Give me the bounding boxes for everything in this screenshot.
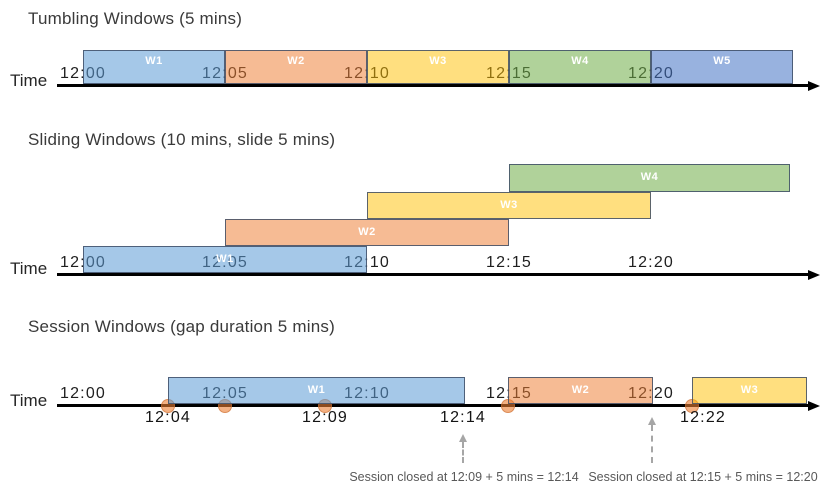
session-close-arrow <box>648 417 656 463</box>
session-time-axis-label: Time <box>10 391 48 410</box>
window-box: W2 <box>225 219 509 246</box>
window-label: W2 <box>287 55 305 67</box>
time-axis-arrowhead <box>808 80 820 91</box>
window-box: W2 <box>225 50 367 84</box>
time-axis <box>57 84 808 87</box>
session-close-arrow <box>459 434 467 463</box>
sliding-section-title: Sliding Windows (10 mins, slide 5 mins) <box>28 130 336 149</box>
tumbling-section-title: Tumbling Windows (5 mins) <box>28 9 243 28</box>
time-tick-label: 12:00 <box>59 385 107 402</box>
time-axis <box>57 404 808 407</box>
time-tick-label: 12:20 <box>627 254 675 271</box>
session-close-annotation: Session closed at 12:09 + 5 mins = 12:14 <box>349 470 579 484</box>
window-box: W4 <box>509 164 790 192</box>
window-label: W4 <box>571 55 589 67</box>
window-label: W4 <box>640 171 659 183</box>
window-box: W4 <box>509 50 651 84</box>
time-axis-arrowhead <box>808 400 820 411</box>
window-box: W1 <box>83 50 225 84</box>
window-box: W5 <box>651 50 793 84</box>
event-time-label: 12:22 <box>679 409 727 426</box>
window-label: W1 <box>216 252 234 265</box>
window-label: W2 <box>571 383 590 396</box>
window-box: W3 <box>692 377 807 404</box>
event-time-label: 12:04 <box>144 409 192 426</box>
window-box: W2 <box>508 377 653 404</box>
window-box: W1 <box>168 377 465 404</box>
session-section-title: Session Windows (gap duration 5 mins) <box>28 317 335 336</box>
dashed-line <box>462 442 464 463</box>
window-label: W1 <box>145 55 163 67</box>
time-axis-arrowhead <box>808 269 820 280</box>
arrowhead-up-icon <box>648 417 656 425</box>
window-box: W3 <box>367 50 509 84</box>
event-time-label: 12:09 <box>301 409 349 426</box>
sliding-time-axis-label: Time <box>10 259 48 278</box>
event-time-label: 12:14 <box>439 409 487 426</box>
dashed-line <box>651 425 653 463</box>
window-label: W5 <box>713 55 731 67</box>
window-box: W3 <box>367 192 651 219</box>
time-axis <box>57 273 808 276</box>
tumbling-time-axis-label: Time <box>10 71 48 90</box>
window-label: W1 <box>307 383 326 396</box>
session-close-annotation: Session closed at 12:15 + 5 mins = 12:20 <box>588 470 818 484</box>
arrowhead-up-icon <box>459 434 467 442</box>
window-label: W3 <box>740 383 759 396</box>
time-tick-label: 12:15 <box>485 254 533 271</box>
window-box: W1 <box>83 246 367 273</box>
window-label: W3 <box>500 198 518 211</box>
window-label: W3 <box>429 55 447 67</box>
window-label: W2 <box>358 225 376 238</box>
